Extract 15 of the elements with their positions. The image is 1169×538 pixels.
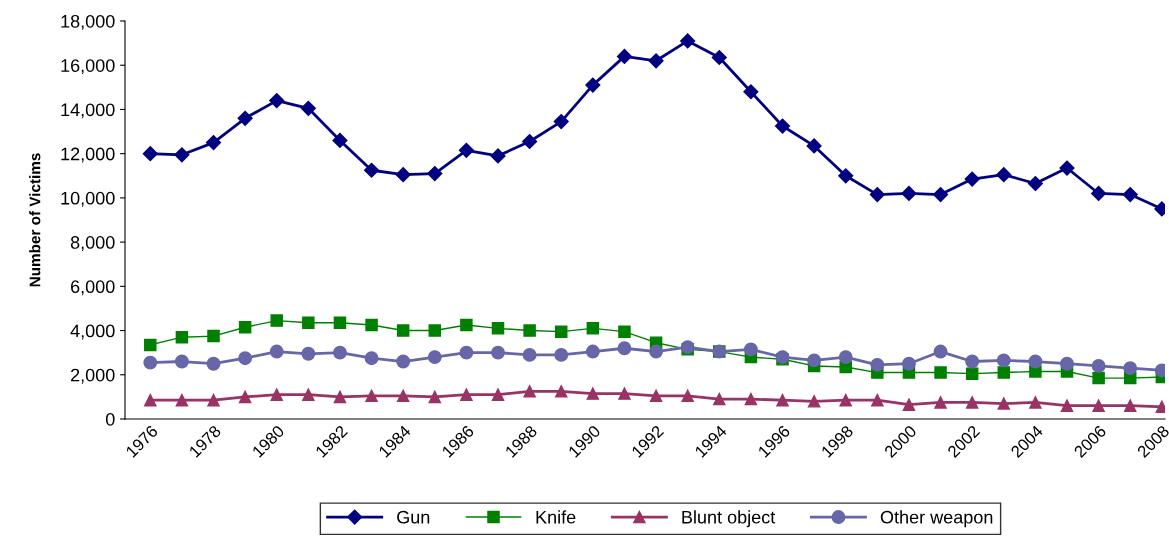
y-tick-label: 8,000 <box>70 236 115 251</box>
legend-label: Other weapon <box>880 510 993 528</box>
y-tick-label: 12,000 <box>61 147 115 163</box>
legend-label: Knife <box>536 510 576 524</box>
y-axis-title: Number of Victims <box>29 153 41 287</box>
legend-label: Blunt object <box>682 510 776 528</box>
y-tick-label: 10,000 <box>61 191 115 207</box>
y-tick-label: 16,000 <box>61 59 115 75</box>
y-tick-label: 0 <box>105 412 115 426</box>
y-tick-label: 6,000 <box>71 280 115 296</box>
y-tick-label: 14,000 <box>61 103 115 119</box>
y-tick-label: 4,000 <box>70 324 115 340</box>
y-tick-label: 18,000 <box>61 14 115 30</box>
legend-label: Gun <box>397 510 430 524</box>
y-tick-label: 2,000 <box>71 368 115 384</box>
